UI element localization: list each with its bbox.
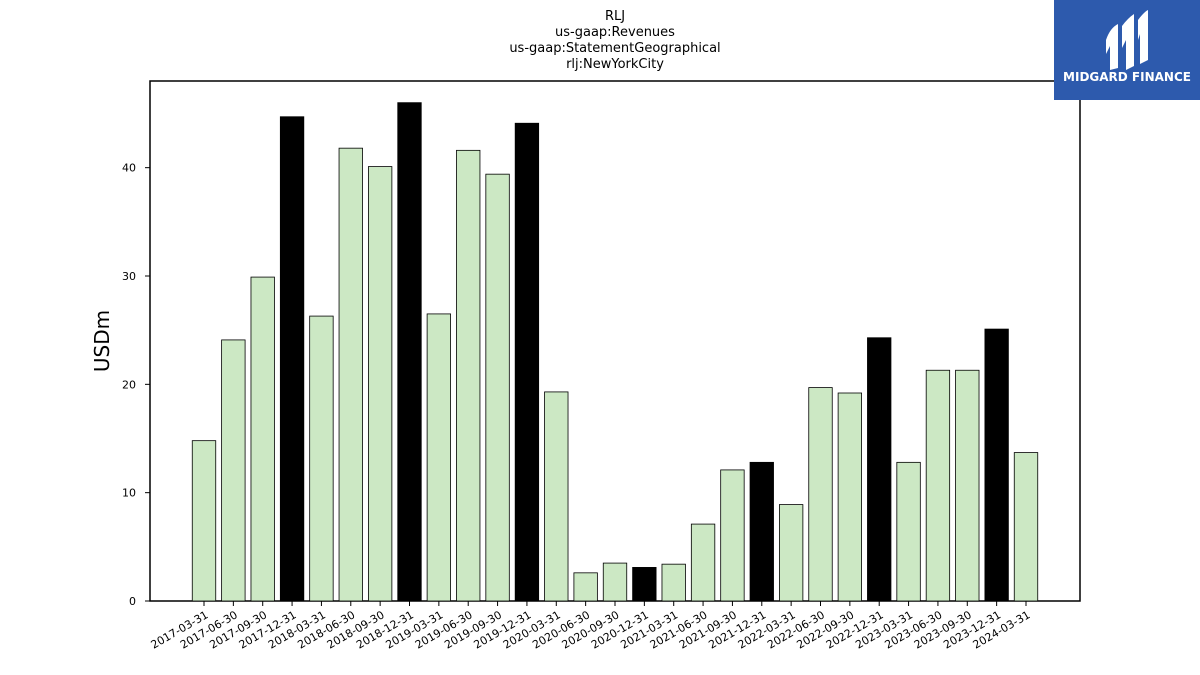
bar-2022-09-30 — [837, 392, 862, 602]
bar-2022-03-31 — [779, 504, 804, 602]
logo-mark-icon — [1106, 10, 1148, 70]
bar-2020-06-30 — [573, 572, 598, 602]
bar-2023-12-31 — [984, 328, 1009, 602]
bar-2017-12-31 — [279, 116, 305, 602]
bar-2019-09-30 — [485, 173, 510, 602]
y-tick-label: 10 — [122, 487, 136, 500]
y-tick-label: 0 — [129, 595, 136, 608]
bar-2021-09-30 — [720, 469, 745, 602]
bar-2021-03-31 — [661, 563, 686, 602]
bar-2017-03-31 — [191, 440, 217, 602]
bar-2022-06-30 — [808, 387, 833, 602]
bar-2021-06-30 — [690, 523, 716, 602]
bar-2022-12-31 — [867, 337, 892, 602]
title-line: RLJ — [605, 9, 625, 24]
y-tick-label: 30 — [122, 270, 136, 283]
bar-2018-06-30 — [338, 147, 363, 602]
bar-2019-12-31 — [514, 122, 540, 602]
y-axis: 0 10 20 30 40 — [122, 162, 150, 608]
bar-2023-03-31 — [896, 461, 921, 602]
bar-2017-06-30 — [221, 339, 246, 602]
bar-2021-12-31 — [749, 461, 774, 602]
logo-text: MIDGARD FINANCE — [1063, 70, 1191, 84]
bar-2017-09-30 — [250, 276, 275, 602]
bar-2024-03-31 — [1013, 452, 1039, 602]
bar-2023-09-30 — [955, 369, 980, 602]
midgard-finance-logo: MIDGARD FINANCE — [1054, 0, 1200, 100]
bar-2020-03-31 — [544, 391, 569, 602]
x-axis: 2017-03-312017-06-302017-09-302017-12-31… — [149, 601, 1033, 652]
chart-title: RLJus-gaap:Revenuesus-gaap:StatementGeog… — [509, 9, 720, 72]
title-line: us-gaap:StatementGeographical — [509, 41, 720, 56]
y-axis-label: USDm — [90, 310, 114, 372]
title-line: us-gaap:Revenues — [555, 25, 675, 40]
bar-2020-12-31 — [632, 567, 657, 602]
bar-2018-09-30 — [367, 166, 393, 602]
title-line: rlj:NewYorkCity — [566, 57, 664, 72]
bar-2020-09-30 — [602, 562, 628, 602]
y-tick-label: 20 — [122, 378, 136, 391]
bar-2023-06-30 — [925, 369, 951, 602]
y-tick-label: 40 — [122, 162, 136, 175]
bar-2018-03-31 — [309, 315, 334, 602]
bar-2018-12-31 — [397, 102, 422, 602]
bar-2019-03-31 — [426, 313, 452, 602]
bar-2019-06-30 — [456, 149, 481, 602]
bars — [191, 102, 1039, 602]
